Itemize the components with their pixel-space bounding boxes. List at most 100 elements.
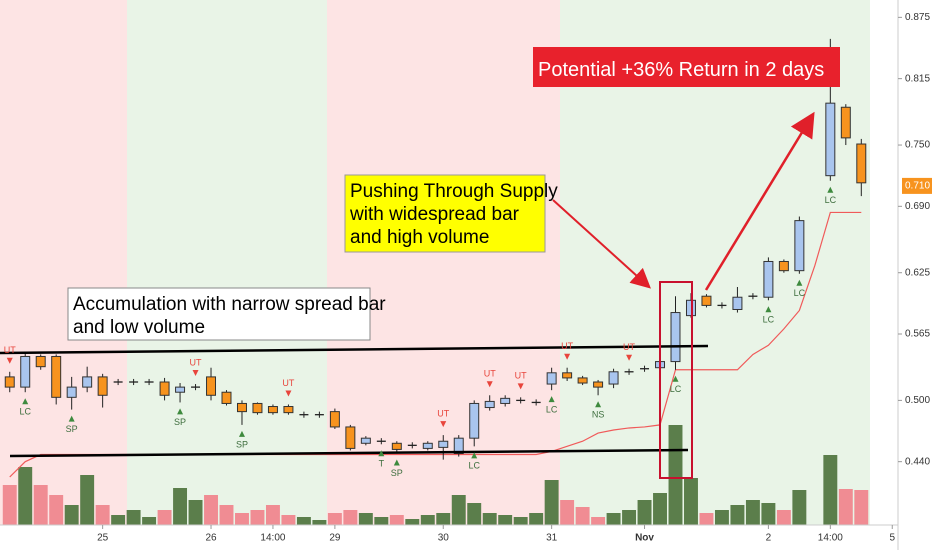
- volume-bar: [64, 505, 79, 525]
- accumulation-text: Accumulation with narrow spread bar: [73, 294, 386, 315]
- candle-body: [267, 406, 278, 414]
- support-line: [9, 448, 689, 458]
- signal-label: LC: [670, 384, 682, 394]
- x-tick-label: 2: [766, 533, 772, 544]
- candle-body: [82, 376, 93, 388]
- supply-text: and high volume: [350, 227, 489, 248]
- candle-body: [840, 106, 851, 139]
- candle-body: [500, 397, 511, 404]
- x-tick-label: 14:00: [818, 533, 843, 544]
- volume-bar: [451, 495, 466, 525]
- signal-label: T: [379, 459, 385, 469]
- volume-bar: [730, 505, 745, 525]
- candle-body: [825, 102, 836, 177]
- volume-bar: [699, 513, 714, 525]
- signal-label: UT: [282, 378, 294, 388]
- x-tick-label: 30: [438, 533, 450, 544]
- volume-bar: [560, 500, 575, 525]
- volume-bar: [482, 513, 497, 525]
- signal-marker: [595, 401, 602, 408]
- signal-marker: [548, 396, 555, 403]
- volume-bar: [95, 505, 110, 525]
- volume-bar: [467, 503, 482, 525]
- volume-bar: [157, 510, 172, 525]
- session-bg: [0, 0, 127, 525]
- candle-body: [283, 406, 294, 414]
- candle-body: [763, 260, 774, 298]
- candle-body: [701, 295, 712, 306]
- candle-body: [175, 386, 186, 393]
- plot: [2, 38, 869, 525]
- volume-bar: [591, 517, 606, 525]
- volume-bar: [637, 500, 652, 525]
- signal-label: UT: [190, 357, 202, 367]
- signal-marker: [564, 353, 571, 360]
- signal-marker: [68, 415, 75, 422]
- x-tick-label: 14:00: [260, 533, 285, 544]
- volume-bar: [405, 519, 420, 525]
- volume-bar: [33, 485, 48, 525]
- y-tick-label: 0.690: [905, 201, 930, 212]
- volume-bar: [544, 480, 559, 525]
- candle-body: [97, 376, 108, 396]
- candle-body: [329, 411, 340, 428]
- y-tick-label: 0.815: [905, 73, 930, 84]
- candle-body: [35, 355, 46, 368]
- signal-marker: [486, 381, 493, 388]
- candle-body: [4, 376, 15, 388]
- candle-body: [51, 355, 62, 398]
- signal-marker: [6, 357, 13, 364]
- signal-label: LC: [794, 288, 806, 298]
- supply-box: [344, 174, 546, 253]
- signal-label: UT: [623, 342, 635, 352]
- y-tick-label: 0.500: [905, 395, 930, 406]
- signal-label: LC: [546, 405, 558, 415]
- candle-body: [670, 312, 681, 363]
- signal-label: LC: [19, 407, 31, 417]
- signal-marker: [393, 459, 400, 466]
- volume-bar: [498, 515, 513, 525]
- x-tick-label: 29: [329, 533, 341, 544]
- volume-bar: [622, 510, 637, 525]
- signal-marker: [192, 370, 199, 377]
- return-text: Potential +36% Return in 2 days: [538, 59, 824, 81]
- volume-bar: [838, 489, 853, 525]
- signal-marker: [285, 390, 292, 397]
- supply-text: with widespread bar: [349, 204, 520, 225]
- volume-bar: [792, 490, 807, 525]
- candle-body: [778, 260, 789, 272]
- volume-bar: [235, 513, 249, 525]
- signal-label: UT: [4, 345, 16, 355]
- candle-body: [236, 402, 247, 413]
- volume-bar: [204, 495, 218, 525]
- accumulation-box: [67, 287, 371, 341]
- candle-body: [221, 391, 232, 404]
- volume-bar: [18, 467, 33, 525]
- return-box: [533, 47, 840, 87]
- signal-marker: [626, 354, 633, 361]
- signal-marker: [517, 383, 524, 390]
- candle-body: [453, 437, 464, 455]
- volume-bar: [745, 500, 760, 525]
- candle-body: [66, 386, 77, 398]
- candle-body: [732, 296, 743, 310]
- candle-body: [856, 143, 867, 184]
- y-tick-label: 0.440: [905, 456, 930, 467]
- volume-bar: [513, 517, 528, 525]
- signal-marker: [378, 450, 385, 457]
- volume-bar: [111, 515, 126, 525]
- signal-marker: [672, 375, 679, 382]
- y-tick-label: 0.565: [905, 329, 930, 340]
- volume-bar: [173, 488, 188, 525]
- signal-marker: [177, 408, 184, 415]
- y-tick-label: 0.625: [905, 267, 930, 278]
- volume-bar: [188, 500, 203, 525]
- volume-bar: [420, 515, 435, 525]
- volume-bar: [653, 493, 667, 525]
- signal-label: SP: [391, 468, 403, 478]
- highlight-box: [659, 281, 693, 479]
- volume-bar: [312, 520, 327, 525]
- arrow: [704, 111, 815, 291]
- last-price-box: [902, 177, 932, 194]
